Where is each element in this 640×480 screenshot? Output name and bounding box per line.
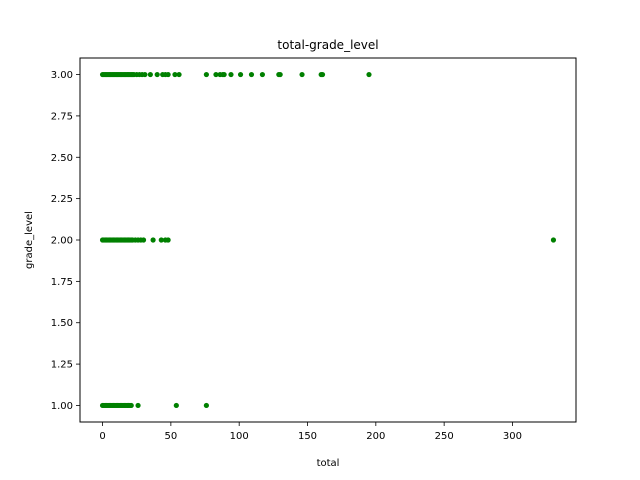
data-point [213,71,219,78]
data-point [158,237,164,243]
x-tick-label: 0 [99,431,105,442]
data-point [173,402,179,409]
data-point [147,71,153,78]
x-axis: 0 50 100 150 200 250 300 [99,422,522,442]
chart-title: total-grade_level [277,38,378,52]
y-tick-label: 2.25 [51,194,73,205]
data-point [299,71,305,78]
data-point [176,71,182,78]
data-point [140,237,147,243]
x-tick-label: 300 [503,431,522,442]
y-axis-label: grade_level [24,211,35,269]
x-tick-label: 200 [366,431,385,442]
x-axis-label: total [317,458,340,469]
x-tick-label: 250 [435,431,454,442]
data-point [154,71,160,78]
points-layer [99,71,557,409]
data-point [237,71,244,78]
y-tick-label: 1.75 [51,277,73,288]
data-point [142,71,148,78]
data-point [259,71,266,78]
x-tick-label: 50 [164,431,177,442]
data-point [319,71,326,78]
data-point [248,71,255,78]
data-point [165,237,171,243]
data-point [228,71,234,78]
data-point [135,402,141,409]
data-point [165,71,171,78]
data-point [221,71,227,78]
data-point [172,71,178,78]
data-point [150,237,156,243]
y-tick-label: 2.00 [51,236,73,247]
data-point [366,71,372,78]
y-tick-label: 1.50 [51,318,73,329]
y-tick-label: 2.50 [51,153,73,164]
y-tick-label: 2.75 [51,111,73,122]
y-tick-label: 1.25 [51,360,73,371]
x-tick-label: 100 [230,431,249,442]
data-point [277,71,283,78]
data-point [203,71,209,78]
data-point [203,402,209,409]
y-axis: 1.00 1.25 1.50 1.75 2.00 2.25 2.50 2.75 3.00 [51,70,80,412]
y-tick-label: 3.00 [51,70,73,81]
y-tick-label: 1.00 [51,401,73,412]
x-tick-label: 150 [298,431,317,442]
data-point [550,237,557,243]
data-point [128,402,134,409]
